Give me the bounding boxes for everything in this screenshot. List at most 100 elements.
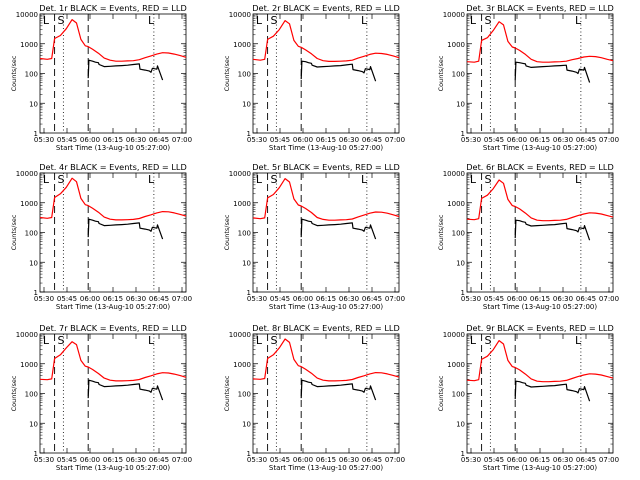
marker-letter: S [485, 173, 492, 186]
y-tick-label: 10000 [229, 331, 251, 339]
marker-letter: S [58, 334, 65, 347]
x-tick-label: 06:00 [507, 295, 527, 303]
y-tick-label: 1 [247, 289, 251, 297]
x-tick-label: 06:30 [553, 295, 573, 303]
x-tick-label: 05:45 [484, 136, 504, 144]
y-tick-label: 1 [34, 289, 38, 297]
y-tick-label: 1000 [20, 200, 38, 208]
y-tick-label: 10000 [16, 11, 38, 19]
x-tick-label: 05:45 [270, 456, 290, 464]
detector-panel-3: Det. 3r BLACK = Events, RED = LLD 1 10 100 1… [437, 3, 619, 152]
x-tick-label: 06:15 [103, 456, 123, 464]
x-tick-label: 05:30 [247, 456, 267, 464]
marker-letter: L [575, 173, 582, 186]
y-tick-label: 1000 [20, 41, 38, 49]
x-axis-label: Start Time (13-Aug-10 05:27:00) [269, 464, 383, 472]
panel-title: Det. 4r BLACK = Events, RED = LLD [39, 162, 187, 172]
panel-title: Det. 1r BLACK = Events, RED = LLD [39, 3, 187, 13]
x-axis-label: Start Time (13-Aug-10 05:27:00) [483, 464, 597, 472]
y-tick-label: 10 [456, 259, 465, 267]
plot-frame [39, 172, 187, 293]
y-axis-label: Counts/sec [437, 214, 445, 250]
series-line-lld [466, 21, 614, 63]
marker-letter: L [361, 173, 368, 186]
y-tick-label: 1000 [233, 41, 251, 49]
x-tick-label: 05:45 [484, 295, 504, 303]
x-tick-label: 06:45 [149, 456, 169, 464]
plot-frame [252, 333, 400, 454]
y-axis-label: Counts/sec [437, 375, 445, 411]
x-tick-label: 05:45 [270, 136, 290, 144]
series-line-events [300, 60, 377, 82]
detector-panel-9: Det. 9r BLACK = Events, RED = LLD 1 10 100 1… [437, 323, 619, 472]
panel-title: Det. 6r BLACK = Events, RED = LLD [466, 162, 614, 172]
x-tick-label: 06:45 [362, 136, 382, 144]
marker-letter: L [256, 334, 263, 347]
marker-letter: L [470, 14, 477, 27]
x-tick-label: 07:00 [599, 136, 619, 144]
x-tick-label: 06:00 [80, 136, 100, 144]
marker-letter: L [148, 173, 155, 186]
x-tick-label: 06:30 [339, 295, 359, 303]
x-tick-label: 06:00 [293, 456, 313, 464]
x-tick-label: 06:00 [80, 295, 100, 303]
x-tick-label: 06:00 [507, 136, 527, 144]
marker-letter: S [58, 14, 65, 27]
x-tick-label: 06:30 [126, 295, 146, 303]
x-tick-label: 07:00 [172, 136, 192, 144]
y-tick-label: 10000 [443, 170, 465, 178]
x-tick-label: 06:00 [293, 295, 313, 303]
y-tick-label: 1 [247, 450, 251, 458]
x-tick-label: 07:00 [599, 456, 619, 464]
x-tick-label: 06:30 [126, 456, 146, 464]
detector-panel-7: Det. 7r BLACK = Events, RED = LLD 1 10 100 1… [10, 323, 192, 472]
y-tick-label: 10 [242, 259, 251, 267]
y-tick-label: 100 [238, 391, 251, 399]
x-tick-label: 06:45 [362, 456, 382, 464]
y-axis-label: Counts/sec [437, 55, 445, 91]
x-tick-label: 07:00 [599, 295, 619, 303]
series-line-lld [466, 340, 614, 383]
y-tick-label: 100 [452, 391, 465, 399]
plot-frame [39, 333, 187, 454]
detector-panel-2: Det. 2r BLACK = Events, RED = LLD 1 10 100 1… [223, 3, 405, 152]
plot-frame [252, 13, 400, 134]
y-tick-label: 10 [456, 100, 465, 108]
x-tick-label: 05:30 [247, 136, 267, 144]
x-axis-label: Start Time (13-Aug-10 05:27:00) [269, 144, 383, 152]
y-axis-label: Counts/sec [223, 214, 231, 250]
marker-letter: S [485, 334, 492, 347]
y-tick-label: 10 [456, 420, 465, 428]
x-tick-label: 06:15 [316, 456, 336, 464]
y-tick-label: 10000 [443, 11, 465, 19]
x-tick-label: 06:00 [80, 456, 100, 464]
x-tick-label: 06:15 [103, 136, 123, 144]
y-tick-label: 100 [25, 391, 38, 399]
marker-letter: S [271, 14, 278, 27]
marker-letter: L [470, 334, 477, 347]
y-axis-label: Counts/sec [10, 55, 18, 91]
marker-letter: L [361, 14, 368, 27]
series-line-lld [39, 19, 187, 62]
panel-title: Det. 8r BLACK = Events, RED = LLD [252, 323, 400, 333]
x-tick-label: 06:30 [339, 456, 359, 464]
x-tick-label: 05:45 [484, 456, 504, 464]
y-tick-label: 1 [461, 289, 465, 297]
x-tick-label: 06:30 [126, 136, 146, 144]
y-tick-label: 1000 [447, 200, 465, 208]
marker-letter: L [361, 334, 368, 347]
x-tick-label: 05:30 [34, 295, 54, 303]
x-tick-label: 06:15 [530, 295, 550, 303]
x-tick-label: 06:45 [149, 136, 169, 144]
plot-frame [466, 333, 614, 454]
y-tick-label: 1 [461, 130, 465, 138]
x-tick-label: 06:45 [576, 295, 596, 303]
marker-letter: L [470, 173, 477, 186]
detector-panel-6: Det. 6r BLACK = Events, RED = LLD 1 10 100 1… [437, 162, 619, 311]
y-axis-label: Counts/sec [223, 375, 231, 411]
series-line-lld [252, 338, 400, 382]
plot-frame [39, 13, 187, 134]
y-tick-label: 100 [25, 230, 38, 238]
y-tick-label: 1000 [233, 361, 251, 369]
